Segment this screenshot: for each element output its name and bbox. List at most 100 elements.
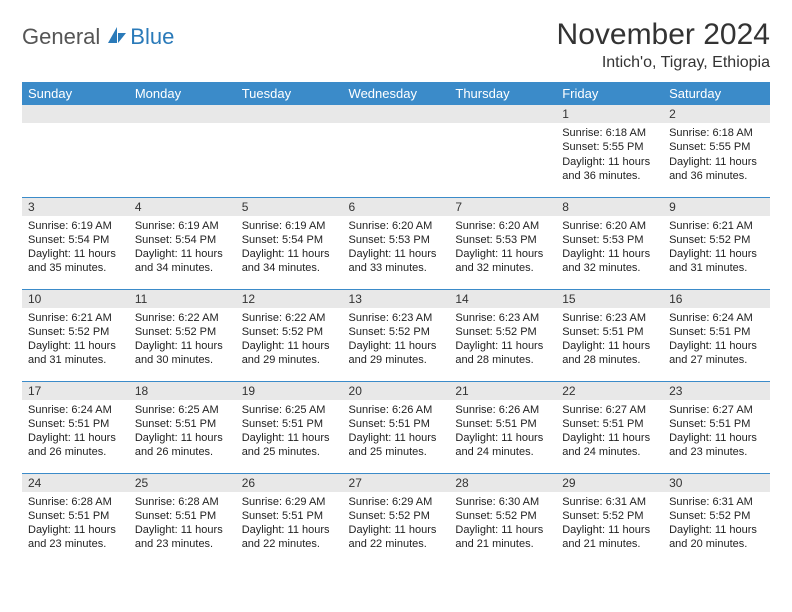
calendar-cell: 9Sunrise: 6:21 AMSunset: 5:52 PMDaylight… xyxy=(663,197,770,289)
sunset-line: Sunset: 5:54 PM xyxy=(135,233,230,247)
sunrise-line: Sunrise: 6:27 AM xyxy=(669,403,764,417)
daylight-line: Daylight: 11 hours and 32 minutes. xyxy=(562,247,657,276)
sunrise-line: Sunrise: 6:25 AM xyxy=(135,403,230,417)
day-details: Sunrise: 6:31 AMSunset: 5:52 PMDaylight:… xyxy=(556,492,663,555)
daylight-line: Daylight: 11 hours and 22 minutes. xyxy=(349,523,444,552)
sunset-line: Sunset: 5:54 PM xyxy=(28,233,123,247)
sunset-line: Sunset: 5:52 PM xyxy=(349,325,444,339)
calendar-cell: 3Sunrise: 6:19 AMSunset: 5:54 PMDaylight… xyxy=(22,197,129,289)
calendar-cell: 2Sunrise: 6:18 AMSunset: 5:55 PMDaylight… xyxy=(663,105,770,197)
day-details: Sunrise: 6:26 AMSunset: 5:51 PMDaylight:… xyxy=(343,400,450,463)
day-number: 13 xyxy=(343,290,450,308)
weekday-header: Thursday xyxy=(449,82,556,105)
sunrise-line: Sunrise: 6:18 AM xyxy=(562,126,657,140)
calendar-cell: 18Sunrise: 6:25 AMSunset: 5:51 PMDayligh… xyxy=(129,381,236,473)
calendar-cell: 4Sunrise: 6:19 AMSunset: 5:54 PMDaylight… xyxy=(129,197,236,289)
calendar-row: 10Sunrise: 6:21 AMSunset: 5:52 PMDayligh… xyxy=(22,289,770,381)
sunset-line: Sunset: 5:55 PM xyxy=(562,140,657,154)
sunrise-line: Sunrise: 6:23 AM xyxy=(349,311,444,325)
sunrise-line: Sunrise: 6:24 AM xyxy=(28,403,123,417)
daylight-line: Daylight: 11 hours and 21 minutes. xyxy=(455,523,550,552)
sunset-line: Sunset: 5:52 PM xyxy=(242,325,337,339)
sunset-line: Sunset: 5:51 PM xyxy=(242,417,337,431)
daylight-line: Daylight: 11 hours and 20 minutes. xyxy=(669,523,764,552)
daylight-line: Daylight: 11 hours and 26 minutes. xyxy=(28,431,123,460)
calendar-cell: 7Sunrise: 6:20 AMSunset: 5:53 PMDaylight… xyxy=(449,197,556,289)
day-details: Sunrise: 6:23 AMSunset: 5:51 PMDaylight:… xyxy=(556,308,663,371)
daylight-line: Daylight: 11 hours and 25 minutes. xyxy=(349,431,444,460)
calendar-cell: 14Sunrise: 6:23 AMSunset: 5:52 PMDayligh… xyxy=(449,289,556,381)
day-details: Sunrise: 6:22 AMSunset: 5:52 PMDaylight:… xyxy=(236,308,343,371)
day-number: 29 xyxy=(556,474,663,492)
day-details: Sunrise: 6:19 AMSunset: 5:54 PMDaylight:… xyxy=(129,216,236,279)
day-number xyxy=(22,105,129,123)
day-details: Sunrise: 6:27 AMSunset: 5:51 PMDaylight:… xyxy=(663,400,770,463)
day-number: 23 xyxy=(663,382,770,400)
sunrise-line: Sunrise: 6:29 AM xyxy=(242,495,337,509)
day-number: 26 xyxy=(236,474,343,492)
calendar-cell: 29Sunrise: 6:31 AMSunset: 5:52 PMDayligh… xyxy=(556,473,663,565)
logo: General Blue xyxy=(22,18,174,50)
sunrise-line: Sunrise: 6:26 AM xyxy=(349,403,444,417)
daylight-line: Daylight: 11 hours and 30 minutes. xyxy=(135,339,230,368)
day-number xyxy=(343,105,450,123)
day-number: 14 xyxy=(449,290,556,308)
sunrise-line: Sunrise: 6:23 AM xyxy=(562,311,657,325)
weekday-header: Saturday xyxy=(663,82,770,105)
calendar-cell: 25Sunrise: 6:28 AMSunset: 5:51 PMDayligh… xyxy=(129,473,236,565)
day-details: Sunrise: 6:28 AMSunset: 5:51 PMDaylight:… xyxy=(22,492,129,555)
sunrise-line: Sunrise: 6:19 AM xyxy=(242,219,337,233)
sunset-line: Sunset: 5:51 PM xyxy=(135,509,230,523)
day-details: Sunrise: 6:23 AMSunset: 5:52 PMDaylight:… xyxy=(449,308,556,371)
calendar-cell xyxy=(343,105,450,197)
sunrise-line: Sunrise: 6:22 AM xyxy=(242,311,337,325)
daylight-line: Daylight: 11 hours and 31 minutes. xyxy=(28,339,123,368)
day-details: Sunrise: 6:25 AMSunset: 5:51 PMDaylight:… xyxy=(129,400,236,463)
day-details: Sunrise: 6:27 AMSunset: 5:51 PMDaylight:… xyxy=(556,400,663,463)
calendar-cell: 16Sunrise: 6:24 AMSunset: 5:51 PMDayligh… xyxy=(663,289,770,381)
day-number: 12 xyxy=(236,290,343,308)
sunset-line: Sunset: 5:51 PM xyxy=(455,417,550,431)
header: General Blue November 2024 Intich'o, Tig… xyxy=(22,18,770,72)
calendar-cell: 12Sunrise: 6:22 AMSunset: 5:52 PMDayligh… xyxy=(236,289,343,381)
calendar-cell: 24Sunrise: 6:28 AMSunset: 5:51 PMDayligh… xyxy=(22,473,129,565)
sunset-line: Sunset: 5:51 PM xyxy=(28,509,123,523)
sunrise-line: Sunrise: 6:18 AM xyxy=(669,126,764,140)
daylight-line: Daylight: 11 hours and 32 minutes. xyxy=(455,247,550,276)
day-number: 24 xyxy=(22,474,129,492)
day-details: Sunrise: 6:24 AMSunset: 5:51 PMDaylight:… xyxy=(663,308,770,371)
day-details: Sunrise: 6:19 AMSunset: 5:54 PMDaylight:… xyxy=(236,216,343,279)
day-details: Sunrise: 6:26 AMSunset: 5:51 PMDaylight:… xyxy=(449,400,556,463)
day-details: Sunrise: 6:23 AMSunset: 5:52 PMDaylight:… xyxy=(343,308,450,371)
sunset-line: Sunset: 5:52 PM xyxy=(135,325,230,339)
day-details: Sunrise: 6:29 AMSunset: 5:52 PMDaylight:… xyxy=(343,492,450,555)
day-details: Sunrise: 6:20 AMSunset: 5:53 PMDaylight:… xyxy=(449,216,556,279)
daylight-line: Daylight: 11 hours and 29 minutes. xyxy=(349,339,444,368)
day-details: Sunrise: 6:18 AMSunset: 5:55 PMDaylight:… xyxy=(663,123,770,186)
weekday-header-row: SundayMondayTuesdayWednesdayThursdayFrid… xyxy=(22,82,770,105)
calendar-row: 17Sunrise: 6:24 AMSunset: 5:51 PMDayligh… xyxy=(22,381,770,473)
day-details: Sunrise: 6:30 AMSunset: 5:52 PMDaylight:… xyxy=(449,492,556,555)
day-details: Sunrise: 6:22 AMSunset: 5:52 PMDaylight:… xyxy=(129,308,236,371)
weekday-header: Wednesday xyxy=(343,82,450,105)
day-number xyxy=(449,105,556,123)
weekday-header: Monday xyxy=(129,82,236,105)
day-number: 8 xyxy=(556,198,663,216)
sunset-line: Sunset: 5:52 PM xyxy=(455,509,550,523)
day-details: Sunrise: 6:28 AMSunset: 5:51 PMDaylight:… xyxy=(129,492,236,555)
calendar-cell: 28Sunrise: 6:30 AMSunset: 5:52 PMDayligh… xyxy=(449,473,556,565)
daylight-line: Daylight: 11 hours and 34 minutes. xyxy=(242,247,337,276)
sunset-line: Sunset: 5:53 PM xyxy=(455,233,550,247)
daylight-line: Daylight: 11 hours and 25 minutes. xyxy=(242,431,337,460)
calendar-cell: 22Sunrise: 6:27 AMSunset: 5:51 PMDayligh… xyxy=(556,381,663,473)
day-number: 1 xyxy=(556,105,663,123)
daylight-line: Daylight: 11 hours and 35 minutes. xyxy=(28,247,123,276)
sunrise-line: Sunrise: 6:28 AM xyxy=(28,495,123,509)
day-number: 4 xyxy=(129,198,236,216)
calendar-cell xyxy=(236,105,343,197)
day-details: Sunrise: 6:21 AMSunset: 5:52 PMDaylight:… xyxy=(22,308,129,371)
day-number: 28 xyxy=(449,474,556,492)
title-block: November 2024 Intich'o, Tigray, Ethiopia xyxy=(557,18,770,72)
daylight-line: Daylight: 11 hours and 36 minutes. xyxy=(669,155,764,184)
day-number: 3 xyxy=(22,198,129,216)
